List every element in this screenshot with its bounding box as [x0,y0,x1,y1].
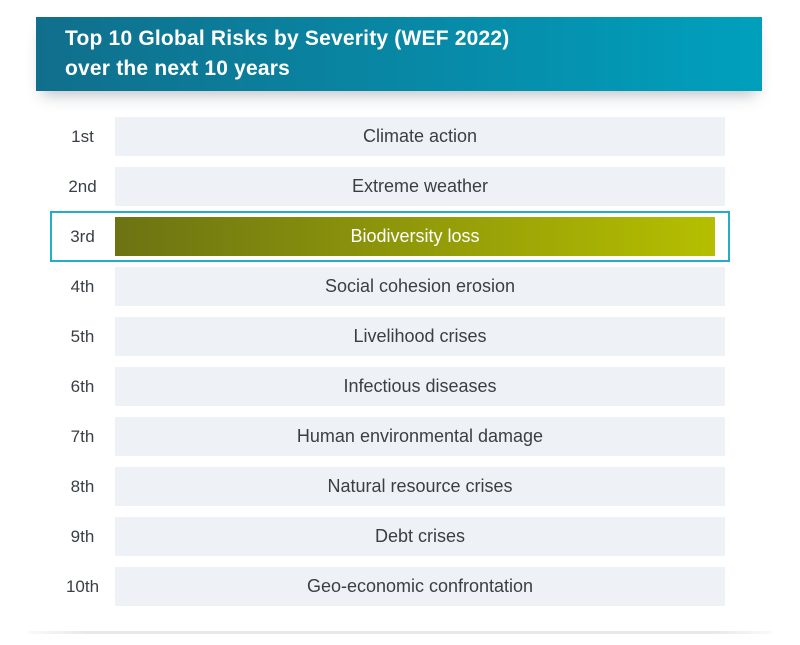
risk-label: Extreme weather [351,176,489,196]
rank-label: 1st [71,126,94,146]
risk-bar: Extreme weather [115,167,725,206]
risk-row: 8th Natural resource crises [50,467,730,506]
bottom-divider [28,631,772,634]
risk-label: Natural resource crises [327,476,513,496]
risk-bar: Human environmental damage [115,417,725,456]
risk-label: Social cohesion erosion [324,276,516,296]
risk-row: 4th Social cohesion erosion [50,267,730,306]
risk-row: 7th Human environmental damage [50,417,730,456]
risk-label: Biodiversity loss [350,226,480,246]
rank-label: 7th [70,426,95,446]
risk-label: Climate action [362,126,478,146]
risk-label: Livelihood crises [353,326,487,346]
risk-bar: Natural resource crises [115,467,725,506]
rank-label: 5th [70,326,95,346]
risk-row: 3rd Biodiversity loss [50,211,730,262]
risk-label: Geo-economic confrontation [306,576,534,596]
rank-label: 3rd [70,226,95,246]
risk-row: 9th Debt crises [50,517,730,556]
rank-label: 4th [70,276,95,296]
risk-list: 1st Climate action 2nd Extreme weather 3… [50,117,730,617]
risk-row: 5th Livelihood crises [50,317,730,356]
risk-label: Human environmental damage [296,426,544,446]
rank-label: 8th [70,476,95,496]
risk-bar: Biodiversity loss [115,217,715,256]
risk-row: 6th Infectious diseases [50,367,730,406]
page-title: Top 10 Global Risks by Severity (WEF 202… [65,27,510,50]
risk-bar: Debt crises [115,517,725,556]
header-banner: Top 10 Global Risks by Severity (WEF 202… [36,17,762,91]
rank-label: 9th [70,526,95,546]
risk-bar: Geo-economic confrontation [115,567,725,606]
risk-bar: Infectious diseases [115,367,725,406]
risk-label: Infectious diseases [343,376,497,396]
risk-bar: Social cohesion erosion [115,267,725,306]
rank-label: 10th [65,576,100,596]
risk-bar: Livelihood crises [115,317,725,356]
risk-bar: Climate action [115,117,725,156]
rank-label: 6th [70,376,95,396]
risk-row: 2nd Extreme weather [50,167,730,206]
risk-row: 1st Climate action [50,117,730,156]
page-subtitle: over the next 10 years [65,57,291,80]
risk-label: Debt crises [374,526,466,546]
risk-row: 10th Geo-economic confrontation [50,567,730,606]
rank-label: 2nd [68,176,97,196]
